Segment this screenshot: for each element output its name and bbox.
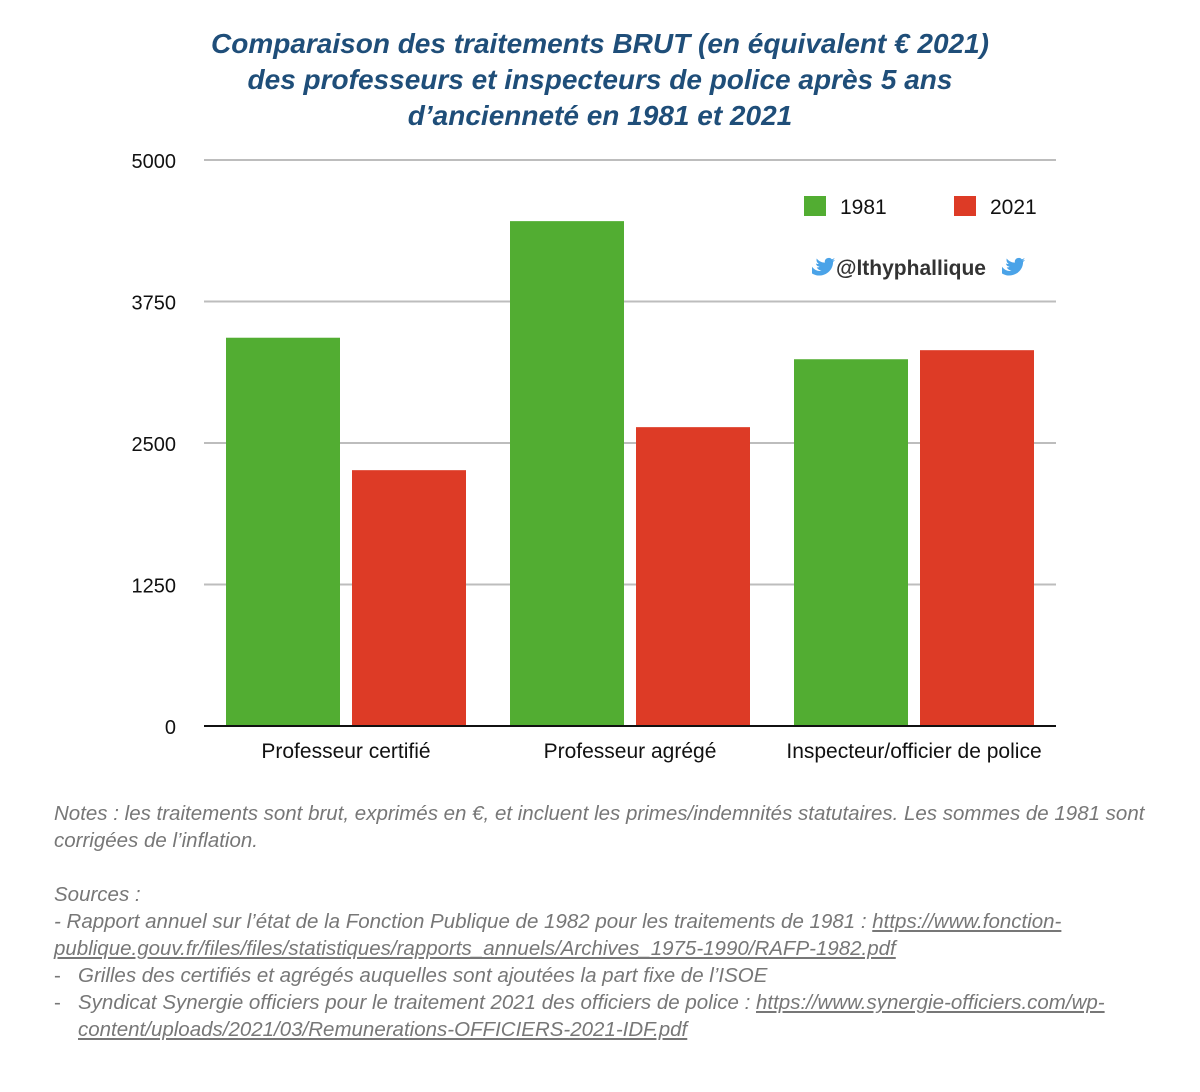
chart-title-line: Comparaison des traitements BRUT (en équ…	[211, 28, 989, 59]
bar-2021	[920, 350, 1034, 726]
source-dash: -	[54, 964, 61, 987]
y-tick-label: 5000	[132, 151, 177, 173]
twitter-bird-icon	[1002, 257, 1026, 276]
x-tick-label: Inspecteur/officier de police	[786, 740, 1041, 763]
x-tick-label: Professeur certifié	[261, 740, 430, 763]
watermark-handle: @lthyphallique	[836, 257, 986, 280]
y-tick-label: 0	[165, 717, 176, 739]
y-tick-label: 3750	[132, 293, 177, 315]
legend-swatch	[954, 196, 976, 216]
source-dash: -	[54, 910, 61, 933]
legend-swatch	[804, 196, 826, 216]
source-item: - Syndicat Synergie officiers pour le tr…	[54, 989, 1184, 1043]
chart-title-line: des professeurs et inspecteurs de police…	[247, 64, 953, 95]
source-dash: -	[54, 991, 61, 1014]
source-link[interactable]: https://www.fonction-publique.gouv.fr/fi…	[54, 910, 1062, 960]
notes-text: Notes : les traitements sont brut, expri…	[54, 802, 1145, 852]
bar-1981	[794, 359, 908, 726]
source-item: - Rapport annuel sur l’état de la Foncti…	[54, 908, 1184, 962]
source-text: Syndicat Synergie officiers pour le trai…	[78, 991, 756, 1014]
source-text: Rapport annuel sur l’état de la Fonction…	[66, 910, 873, 933]
twitter-bird-icon	[812, 257, 836, 276]
chart-title: Comparaison des traitements BRUT (en équ…	[0, 26, 1200, 134]
y-tick-label: 1250	[132, 576, 177, 598]
bar-1981	[226, 337, 340, 726]
legend-label: 1981	[840, 196, 887, 219]
bar-2021	[636, 427, 750, 726]
source-text: Grilles des certifiés et agrégés auquell…	[78, 964, 768, 987]
source-item: - Grilles des certifiés et agrégés auque…	[54, 962, 1184, 989]
bar-chart: 0 1250 2500 3750 5000 Professeur certifié Prof…	[132, 151, 1056, 763]
chart-title-line: d’ancienneté en 1981 et 2021	[407, 100, 793, 131]
bar-1981	[510, 221, 624, 727]
sources-heading: Sources :	[54, 883, 141, 906]
bar-2021	[352, 470, 466, 726]
x-tick-label: Professeur agrégé	[544, 740, 717, 763]
source-link[interactable]: https://www.synergie-officiers.com/wp-co…	[78, 991, 1105, 1041]
y-tick-label: 2500	[132, 434, 177, 456]
legend-label: 2021	[990, 196, 1037, 219]
notes-section: Notes : les traitements sont brut, expri…	[54, 800, 1184, 1043]
